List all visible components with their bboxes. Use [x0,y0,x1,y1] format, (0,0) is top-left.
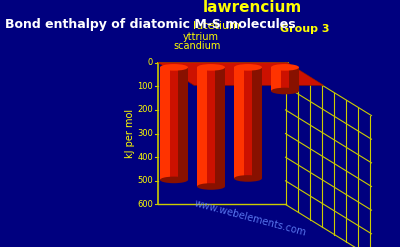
Polygon shape [197,67,225,186]
Polygon shape [215,67,225,186]
Ellipse shape [160,64,188,71]
Polygon shape [289,67,299,91]
Polygon shape [160,67,188,180]
Ellipse shape [160,177,188,183]
Polygon shape [271,67,281,91]
Polygon shape [234,67,244,178]
Text: kJ per mol: kJ per mol [125,109,135,158]
Polygon shape [178,67,188,180]
Ellipse shape [197,183,225,190]
Text: 300: 300 [137,129,153,138]
Text: lutetium: lutetium [193,21,240,31]
Polygon shape [197,67,207,186]
Text: yttrium: yttrium [183,32,219,42]
Text: Bond enthalpy of diatomic M-S molecules: Bond enthalpy of diatomic M-S molecules [5,18,296,31]
Polygon shape [271,67,299,91]
Polygon shape [252,67,262,178]
Text: lawrencium: lawrencium [203,0,302,15]
Text: 600: 600 [137,200,153,209]
Polygon shape [234,67,262,178]
Text: 200: 200 [137,105,153,114]
Ellipse shape [197,64,225,71]
Polygon shape [160,67,170,180]
Text: Group 3: Group 3 [280,24,330,34]
Text: 100: 100 [137,82,153,91]
Text: scandium: scandium [173,41,220,51]
Ellipse shape [234,175,262,182]
Text: 500: 500 [137,176,153,185]
Text: 0: 0 [148,58,153,67]
Polygon shape [158,63,324,85]
Text: 400: 400 [137,153,153,162]
Ellipse shape [234,64,262,71]
Ellipse shape [271,88,299,94]
Ellipse shape [271,64,299,71]
Text: www.webelements.com: www.webelements.com [193,198,307,238]
